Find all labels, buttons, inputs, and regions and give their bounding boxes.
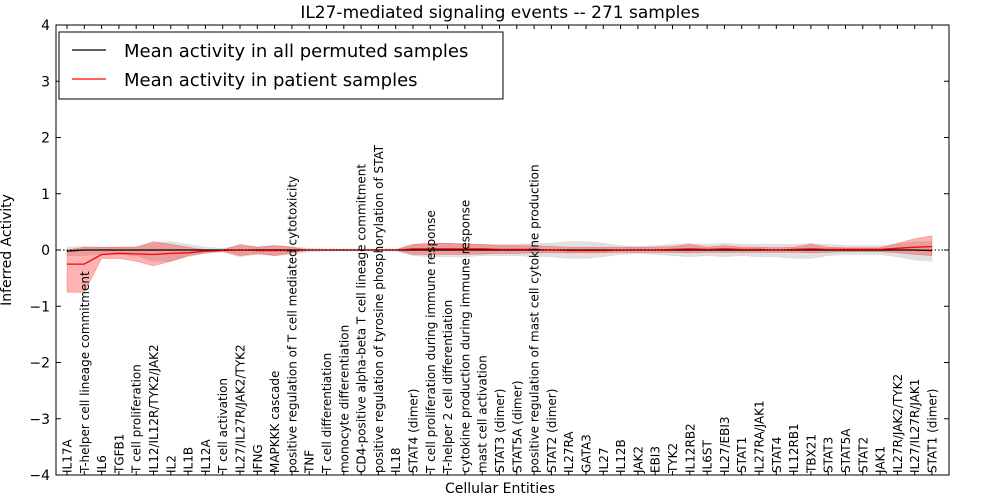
y-tick-label: −1 — [29, 299, 50, 315]
x-tick-label: STAT1 — [735, 437, 749, 473]
x-tick-label: IL12RB1 — [787, 423, 801, 473]
x-tick-label: MAPKKK cascade — [268, 371, 282, 473]
x-tick-label: T cell proliferation during immune respo… — [424, 210, 438, 474]
legend-box — [58, 31, 504, 100]
x-tick-label: IL27 — [597, 448, 611, 474]
x-tick-label: IL12RB2 — [683, 423, 697, 473]
x-tick-label: IL27RA/JAK1 — [753, 400, 767, 473]
x-tick-label: IL6 — [95, 455, 109, 473]
y-tick-label: 1 — [41, 187, 50, 203]
x-tick-label: IFNG — [251, 444, 265, 473]
x-tick-label: monocyte differentiation — [337, 325, 351, 473]
x-tick-label: STAT5A (dimer) — [510, 380, 524, 473]
y-tick-label: −2 — [29, 356, 50, 372]
x-tick-label: cytokine production during immune respon… — [458, 200, 472, 473]
confidence-bands — [66, 235, 933, 293]
x-tick-label: STAT2 (dimer) — [545, 389, 559, 473]
y-tick-label: 3 — [41, 74, 50, 90]
permuted-band — [66, 241, 933, 262]
x-tick-label: TNF — [303, 450, 317, 474]
x-tick-label: IL12/IL12R/TYK2/JAK2 — [147, 344, 161, 473]
y-tick-label: 2 — [41, 131, 50, 147]
x-tick-label: STAT2 — [856, 437, 870, 473]
x-tick-label: T cell activation — [216, 378, 230, 474]
x-tick-label: CD4-positive alpha-beta T cell lineage c… — [355, 164, 369, 473]
x-tick-label: T-helper 2 cell differentiation — [441, 300, 455, 474]
x-tick-label: EBI3 — [649, 446, 663, 473]
x-tick-label: JAK2 — [631, 446, 645, 474]
x-tick-label: STAT4 — [770, 437, 784, 473]
x-tick-label: positive regulation of mast cell cytokin… — [528, 164, 542, 473]
x-tick-label: JAK1 — [874, 446, 888, 474]
x-tick-label: T cell differentiation — [320, 353, 334, 474]
y-tick-label: −4 — [29, 468, 50, 484]
x-tick-label: STAT3 — [822, 437, 836, 473]
y-tick-label: −3 — [29, 412, 50, 428]
chart-title: IL27-mediated signaling events -- 271 sa… — [300, 3, 700, 23]
x-axis-ticks: IL17A T-helper cell lineage commitment IL6… — [61, 25, 940, 475]
x-tick-label: GATA3 — [580, 434, 594, 473]
x-tick-label: mast cell activation — [476, 355, 490, 473]
x-tick-label: positive regulation of T cell mediated c… — [285, 176, 299, 473]
x-tick-label: IL12B — [614, 439, 628, 473]
x-tick-label: STAT4 (dimer) — [407, 389, 421, 473]
y-tick-label: 0 — [41, 243, 50, 259]
x-tick-label: IL6ST — [701, 440, 715, 473]
x-tick-label: T cell proliferation — [130, 364, 144, 474]
x-tick-label: IL2 — [164, 455, 178, 473]
x-tick-label: TYK2 — [666, 443, 680, 474]
legend: Mean activity in all permuted samples Me… — [58, 31, 504, 100]
x-tick-label: IL27R/JAK2/TYK2 — [891, 374, 905, 473]
x-tick-label: IL18 — [389, 448, 403, 474]
x-tick-label: TGFB1 — [112, 434, 126, 474]
x-tick-label: TBX21 — [804, 434, 818, 474]
y-axis-label: Inferred Activity — [0, 194, 15, 306]
legend-label-permuted: Mean activity in all permuted samples — [124, 41, 468, 62]
y-axis-ticks: −4 −3 −2 −1 0 1 2 3 4 — [29, 18, 949, 484]
x-tick-label: positive regulation of tyrosine phosphor… — [372, 144, 386, 473]
x-tick-label: STAT1 (dimer) — [926, 389, 940, 473]
x-tick-label: IL17A — [61, 439, 75, 473]
x-tick-label: IL27RA — [562, 431, 576, 473]
y-tick-label: 4 — [41, 18, 50, 34]
x-tick-label: IL1B — [182, 447, 196, 473]
legend-label-patient: Mean activity in patient samples — [124, 70, 418, 91]
x-tick-label: IL12A — [199, 439, 213, 473]
x-tick-label: STAT5A — [839, 428, 853, 473]
x-tick-label: IL27/IL27R/JAK1 — [908, 379, 922, 473]
x-tick-label: IL27/IL27R/JAK2/TYK2 — [234, 344, 248, 473]
x-tick-label: T-helper cell lineage commitment — [78, 271, 92, 474]
x-tick-label: STAT3 (dimer) — [493, 389, 507, 473]
x-tick-label: IL27/EBI3 — [718, 416, 732, 473]
x-axis-label: Cellular Entities — [445, 481, 555, 497]
